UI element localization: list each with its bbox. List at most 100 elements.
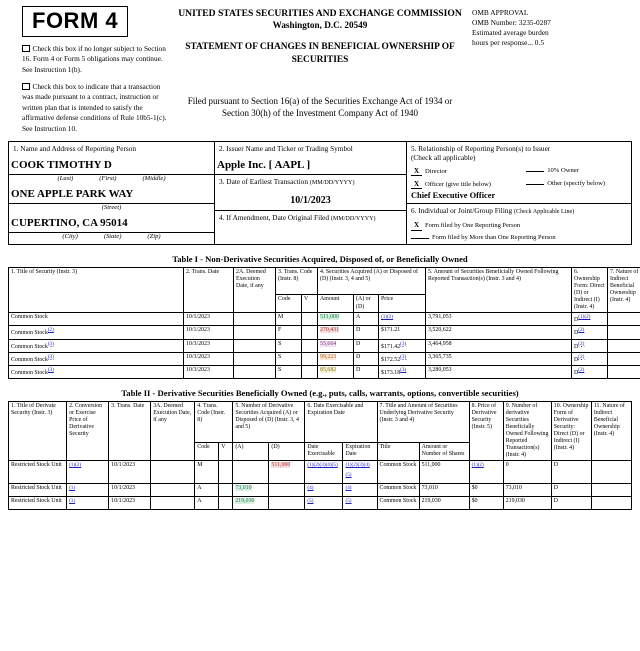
cell-underlying-title: Common Stock (376, 496, 420, 511)
cell-ownership-form-footnote[interactable]: (2) (578, 327, 585, 334)
table1-header-row: 1. Title of Security (Instr. 3) 2. Trans… (8, 266, 640, 314)
cell-acquired-disposed: D (353, 351, 380, 366)
tenpct-mark[interactable] (526, 171, 545, 173)
cell-ownership-form-footnote[interactable]: (2) (578, 353, 585, 360)
filed-line-2: Section 30(h) of the Investment Company … (222, 107, 418, 118)
box5-label-text: 5. Relationship of Reporting Person(s) t… (411, 143, 551, 153)
cell-expiration-date-footnote[interactable]: (5) (345, 498, 352, 505)
cell-underlying-shares: 511,000 (418, 460, 470, 485)
omb-approval-box: OMB APPROVAL OMB Number: 3235-0287 Estim… (472, 6, 632, 48)
table1-subheader-row: Code V Amount (A) or (D) Price (9, 294, 640, 314)
checkbox-section16-row[interactable]: Check this box if no longer subject to S… (22, 44, 168, 75)
cell-acquired: 73,010 (232, 483, 270, 498)
director-mark[interactable]: X (411, 167, 422, 177)
cell-date-exercisable-footnote[interactable]: (5) (307, 498, 314, 505)
th-price: Price (378, 294, 427, 314)
cell-disposed: 511,000 (268, 460, 306, 485)
director-label: Director (425, 168, 447, 176)
th2-underlying-title: Title (376, 442, 420, 462)
other-mark[interactable] (526, 184, 545, 186)
cell-date-exercisable-footnote[interactable]: (1)(2)(3)(4)(5) (307, 462, 338, 469)
sublabel-last: (Last) (57, 174, 74, 182)
th2-ownership-form: 10. Ownership Form of Derivative Securit… (550, 400, 592, 462)
checkbox-section16-label: Check this box if no longer subject to S… (22, 44, 166, 74)
cell-price: (1)(2) (378, 312, 427, 327)
cell-deemed-date (233, 325, 276, 340)
cell-trans-date: 10/1/2023 (183, 325, 234, 340)
cell-derivative-title: Restricted Stock Unit (7, 496, 68, 511)
form-badge-column: FORM 4 Check this box if no longer subje… (8, 6, 168, 134)
cell-underlying-title: Common Stock (376, 483, 420, 498)
cell-amount-owned: 3,464,958 (425, 338, 573, 353)
cell-price: $171.42(3) (378, 338, 427, 353)
cell-expiration-date: (1)(2)(3)(4)(5) (342, 460, 378, 485)
cell-derivative-owned: 0 (502, 460, 552, 485)
cell-conversion-price: (1) (66, 483, 110, 498)
filed-line-1: Filed pursuant to Section 16(a) of the S… (187, 96, 453, 107)
th2-number-owned: 9. Number of derivative Securities Benef… (502, 400, 552, 462)
cell-security-title-footnote[interactable]: (3) (47, 366, 54, 373)
officer-mark[interactable]: X (411, 180, 422, 190)
cell-expiration-date-footnote[interactable]: (1)(2)(3)(4)(5) (345, 462, 370, 479)
cell-expiration-date-footnote[interactable]: (4) (345, 485, 352, 492)
cell-price-footnote[interactable]: (3) (400, 353, 407, 360)
relationship-officer[interactable]: X Officer (give title below) (411, 180, 520, 190)
cell-trans-code: M (275, 312, 302, 327)
filing-one-person[interactable]: X Form filed by One Reporting Person (407, 219, 631, 233)
cell-trans-date: 10/1/2023 (108, 460, 152, 485)
cell-trans-code: S (275, 364, 302, 379)
cell-amount: 511,000 (317, 312, 355, 327)
table1-caption: Table I - Non-Derivative Securities Acqu… (172, 253, 468, 264)
cell-conversion-price-footnote[interactable]: (1)(2) (69, 462, 82, 469)
relationship-other[interactable]: Other (specify below) (526, 180, 627, 189)
cell-price: $171.21 (378, 325, 427, 340)
cell-conversion-price-footnote[interactable]: (1) (69, 498, 76, 505)
cell-price-footnote[interactable]: (3) (400, 366, 407, 373)
checkbox-10b5-1-row[interactable]: Check this box to indicate that a transa… (22, 82, 168, 134)
cell-nature-indirect (607, 312, 640, 327)
cell-price: $172.52(3) (378, 351, 427, 366)
box6-label: 6. Individual or Joint/Group Filing (Che… (407, 204, 631, 219)
relationship-row-2: X Officer (give title below) Other (speci… (407, 177, 631, 190)
cell-conversion-price-footnote[interactable]: (1) (69, 485, 76, 492)
cell-ownership-form-footnote[interactable]: (1)(2) (578, 314, 591, 321)
cell-derivative-title: Restricted Stock Unit (7, 460, 68, 485)
cell-conversion-price: (1)(2) (66, 460, 110, 485)
checkbox-section16[interactable] (22, 44, 30, 52)
cell-security-title-footnote[interactable]: (3) (47, 353, 54, 360)
cell-ownership-form-footnote[interactable]: (2) (578, 366, 585, 373)
cell-deemed-date (233, 312, 276, 327)
checkbox-10b5-1-label: Check this box to indicate that a transa… (22, 82, 167, 133)
cell-security-title-footnote[interactable]: (3) (47, 340, 54, 347)
filing-more-persons[interactable]: Form filed by More than One Reporting Pe… (407, 232, 631, 244)
cell-amount: 270,431 (317, 325, 355, 340)
relationship-box: 5. Relationship of Reporting Person(s) t… (407, 142, 631, 244)
cell-derivative-price-footnote[interactable]: (1)(2) (471, 462, 484, 469)
cell-trans-date: 10/1/2023 (108, 483, 152, 498)
th-amount-owned: 5. Amount of Securities Beneficially Own… (425, 266, 573, 314)
relationship-tenpercent[interactable]: 10% Owner (526, 167, 627, 176)
checkbox-10b5-1[interactable] (22, 82, 30, 91)
cell-disposed (268, 496, 306, 511)
cell-price-footnote[interactable]: (3) (400, 340, 407, 347)
cell-disposed (268, 483, 306, 498)
cell-price-footnote[interactable]: (1)(2) (381, 314, 394, 321)
box3-label-text: 3. Date of Earliest Transaction (219, 176, 308, 186)
filing-more-mark[interactable] (411, 238, 429, 240)
table-row: Restricted Stock Unit (1) 10/1/2023 A 219,… (7, 496, 633, 511)
relationship-director[interactable]: X Director (411, 167, 520, 177)
table2-caption: Table II - Derivative Securities Benefic… (121, 387, 519, 398)
cell-security-title-footnote[interactable]: (2) (47, 327, 54, 334)
th2-trans-code: 4. Trans. Code (Instr. 8) (194, 400, 234, 444)
cell-ownership-form-footnote[interactable]: (2) (578, 340, 585, 347)
cell-acquired-disposed: A (353, 312, 380, 327)
cell-date-exercisable-footnote[interactable]: (4) (307, 485, 314, 492)
th2-nature-indirect: 11. Nature of Indirect Beneficial Owners… (590, 400, 633, 462)
th2-v: V (218, 442, 234, 462)
filing-one-mark[interactable]: X (411, 220, 422, 232)
street-sublabels: (Street) (9, 204, 214, 213)
th-ownership-form: 6. Ownership Form: Direct (D) or Indirec… (571, 266, 609, 314)
cell-derivative-price: (1)(2) (468, 460, 504, 485)
issuer-name-ticker: Apple Inc. [ AAPL ] (215, 155, 406, 175)
cell-deemed-date (233, 338, 276, 353)
